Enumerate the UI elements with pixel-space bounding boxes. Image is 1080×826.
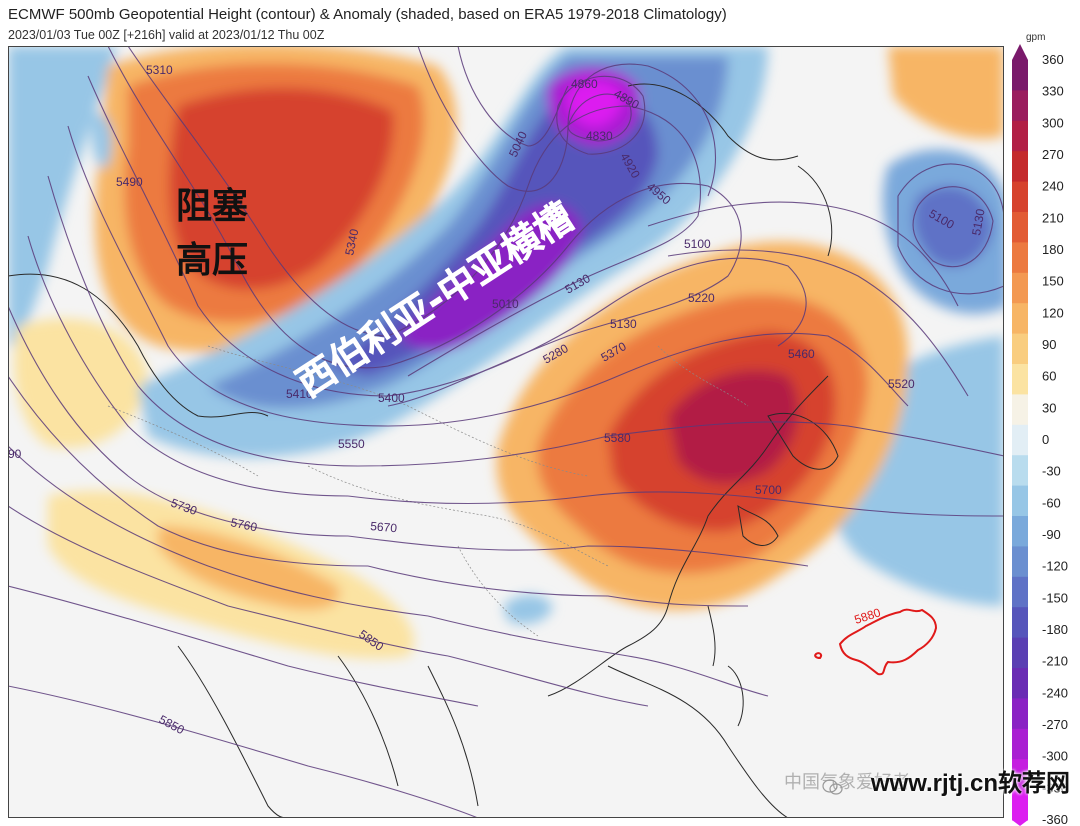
coastlines: [8, 83, 839, 818]
colorbar-tick-label: 240: [1042, 179, 1064, 194]
colorbar-labels: 3603303002702402101801501209060300-30-60…: [1042, 52, 1068, 826]
colorbar-max-arrow: [1012, 44, 1028, 60]
contour-label: 5220: [688, 291, 715, 305]
contour-label: 5410: [286, 387, 313, 401]
colorbar-tick-label: 270: [1042, 147, 1064, 162]
colorbar-segment: [1012, 394, 1028, 426]
contour-label: 5010: [492, 297, 519, 311]
contour-label: 5400: [378, 391, 405, 405]
colorbar-tick-label: 210: [1042, 210, 1064, 225]
contour-label: 5460: [788, 347, 815, 361]
contour-label: 5340: [342, 227, 361, 256]
colorbar-tick-label: 180: [1042, 242, 1064, 257]
contour-label: 4860: [571, 77, 598, 91]
contour-label: 90: [8, 447, 22, 461]
contour-label: 5580: [604, 431, 631, 445]
colorbar-segment: [1012, 485, 1028, 517]
colorbar-tick-label: 90: [1042, 337, 1056, 352]
colorbar: gpm 3603303002702402101801501209060300-3…: [1012, 32, 1068, 826]
colorbar-tick-label: 120: [1042, 305, 1064, 320]
colorbar-bars: [1012, 44, 1028, 826]
colorbar-tick-label: -240: [1042, 685, 1068, 700]
contour-label: 4830: [586, 129, 613, 143]
blocking-high-label-line1: 阻塞: [176, 186, 248, 227]
colorbar-segment: [1012, 303, 1028, 335]
colorbar-unit: gpm: [1026, 32, 1045, 43]
map-title: ECMWF 500mb Geopotential Height (contour…: [8, 6, 727, 23]
colorbar-tick-label: -90: [1042, 527, 1061, 542]
height-contours: [8, 46, 1004, 818]
contour-label: 5130: [969, 207, 987, 236]
colorbar-tick-label: 150: [1042, 274, 1064, 289]
colorbar-segment: [1012, 364, 1028, 395]
colorbar-segment: [1012, 424, 1028, 456]
colorbar-segment: [1012, 120, 1028, 152]
contour-5880: [814, 608, 938, 676]
colorbar-segment: [1012, 90, 1028, 122]
colorbar-tick-label: -180: [1042, 622, 1068, 637]
colorbar-segment: [1012, 181, 1028, 213]
colorbar-min-arrow: [1012, 820, 1028, 826]
contour-label: 5760: [229, 515, 258, 534]
colorbar-tick-label: 300: [1042, 115, 1064, 130]
map-frame: [8, 46, 1004, 818]
map-subtitle: 2023/01/03 Tue 00Z [+216h] valid at 2023…: [8, 28, 325, 42]
colorbar-segment: [1012, 728, 1028, 760]
colorbar-segment: [1012, 637, 1028, 669]
blocking-high-label-line2: 高压: [176, 240, 248, 281]
colorbar-segment: [1012, 759, 1028, 791]
colorbar-segment: [1012, 333, 1028, 365]
colorbar-tick-label: 330: [1042, 84, 1064, 99]
colorbar-segment: [1012, 546, 1028, 578]
country-borders: [107, 345, 749, 637]
colorbar-tick-label: -210: [1042, 654, 1068, 669]
anomaly-map: 5310 5490 5340 5040 4860 4890 4830 4920 …: [8, 46, 1004, 818]
colorbar-tick-label: 60: [1042, 369, 1056, 384]
colorbar-tick-label: -300: [1042, 749, 1068, 764]
contour-label: 5700: [755, 483, 782, 497]
colorbar-segment: [1012, 272, 1028, 304]
colorbar-segment: [1012, 789, 1028, 821]
contour-label: 5520: [888, 377, 915, 391]
colorbar-tick-label: -360: [1042, 812, 1068, 826]
colorbar-segment: [1012, 698, 1028, 730]
colorbar-segment: [1012, 516, 1028, 547]
contour-label: 5490: [116, 175, 143, 189]
colorbar-tick-label: -120: [1042, 559, 1068, 574]
colorbar-segment: [1012, 668, 1028, 699]
colorbar-tick-label: -270: [1042, 717, 1068, 732]
colorbar-segment: [1012, 576, 1028, 608]
colorbar-tick-label: -30: [1042, 464, 1061, 479]
colorbar-segment: [1012, 60, 1028, 91]
colorbar-tick-label: 360: [1042, 52, 1064, 67]
contour-label: 5100: [684, 237, 711, 251]
colorbar-tick-label: 30: [1042, 400, 1056, 415]
contour-label: 5130: [610, 317, 637, 331]
watermark-site: www.rjtj.cn软荐网: [870, 770, 1070, 797]
colorbar-tick-label: -60: [1042, 495, 1061, 510]
colorbar-tick-label: -330: [1042, 780, 1068, 795]
colorbar-segment: [1012, 242, 1028, 274]
colorbar-segment: [1012, 212, 1028, 243]
colorbar-segment: [1012, 455, 1028, 487]
wechat-icon: [822, 779, 843, 795]
colorbar-segment: [1012, 151, 1028, 183]
colorbar-tick-label: 0: [1042, 432, 1049, 447]
colorbar-tick-label: -150: [1042, 590, 1068, 605]
contour-label: 5670: [370, 519, 398, 535]
contour-label: 5310: [146, 63, 173, 77]
colorbar-segment: [1012, 607, 1028, 639]
watermark-faint: 中国气象爱好者: [784, 772, 910, 792]
contour-label: 5550: [338, 437, 365, 451]
